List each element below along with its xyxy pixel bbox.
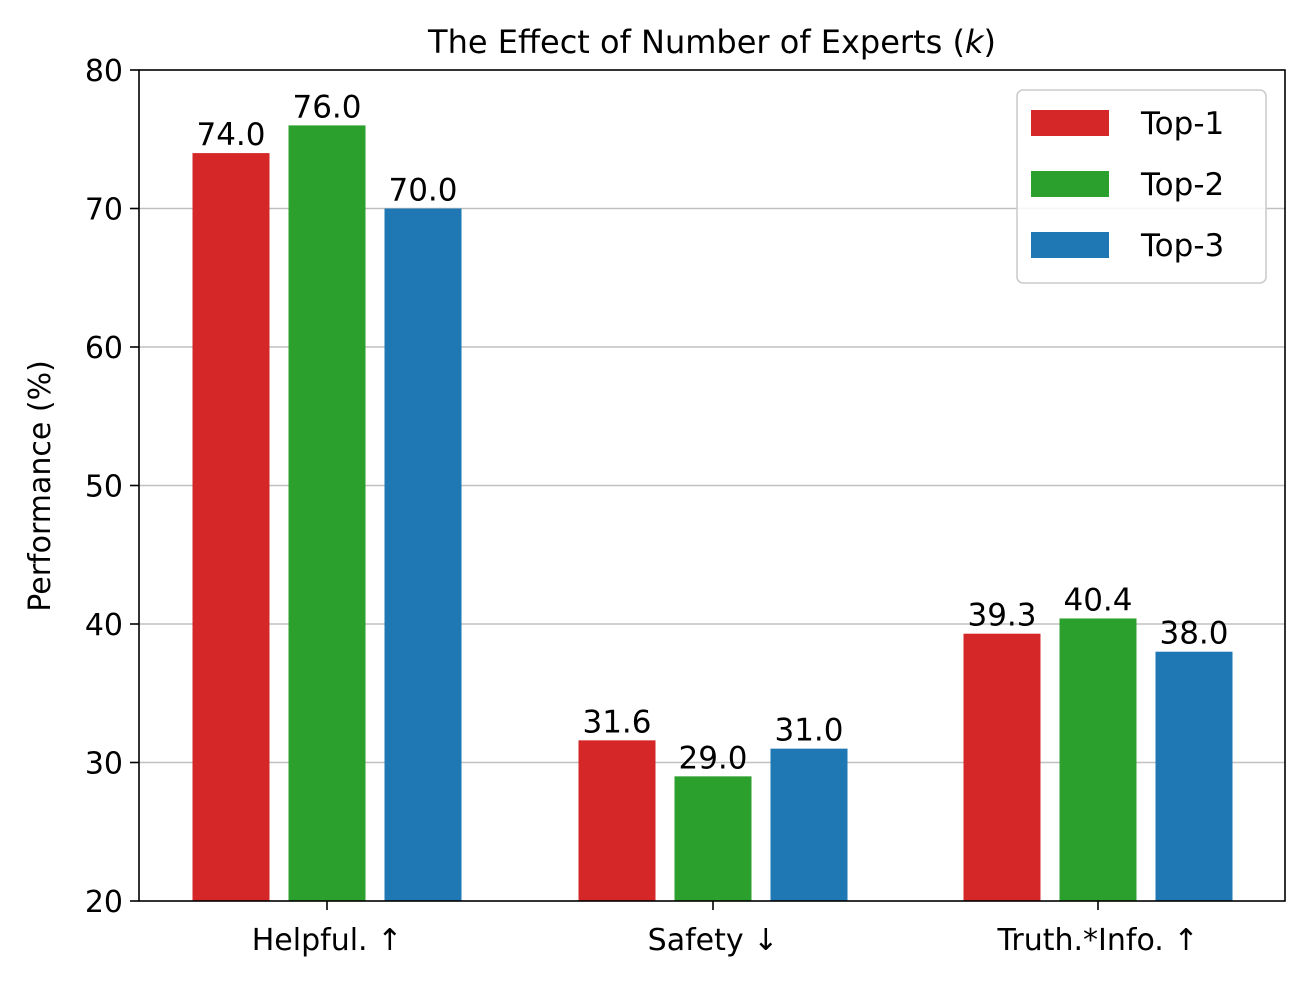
bar-top-3-0 — [384, 208, 462, 901]
y-tick-label: 30 — [85, 747, 123, 782]
bar-value-label: 31.0 — [774, 713, 843, 749]
bars — [192, 125, 1233, 902]
x-tick-label: Truth.*Info. ↑ — [996, 923, 1198, 958]
bar-value-label: 38.0 — [1159, 616, 1228, 652]
bar-value-label: 29.0 — [678, 740, 747, 776]
legend-swatch-top-3 — [1031, 232, 1109, 258]
y-tick-label: 70 — [85, 193, 123, 228]
bar-top-2-1 — [674, 776, 752, 901]
bar-top-1-0 — [192, 153, 270, 902]
bar-value-label: 31.6 — [582, 704, 651, 740]
bar-top-3-1 — [770, 748, 848, 901]
y-axis-title: Performance (%) — [23, 360, 58, 612]
legend-swatch-top-1 — [1031, 110, 1109, 136]
bar-top-1-2 — [963, 633, 1041, 901]
bar-top-3-2 — [1155, 651, 1233, 901]
legend-label-top-1: Top-1 — [1140, 106, 1224, 142]
bar-value-label: 70.0 — [388, 173, 457, 209]
y-tick-label: 60 — [85, 331, 123, 366]
x-axis-ticks: Helpful. ↑ Safety ↓ Truth.*Info. ↑ — [252, 901, 1199, 958]
bar-top-2-2 — [1059, 618, 1137, 901]
y-tick-label: 40 — [85, 608, 123, 643]
chart-title: The Effect of Number of Experts (k) — [427, 23, 996, 61]
bar-top-2-0 — [288, 125, 366, 901]
y-axis-ticks: 20 30 40 50 60 70 80 — [85, 54, 139, 920]
bar-value-label: 39.3 — [967, 598, 1036, 634]
bar-top-1-1 — [578, 740, 656, 901]
legend: Top-1 Top-2 Top-3 — [1016, 89, 1267, 284]
x-tick-label: Helpful. ↑ — [252, 923, 403, 958]
x-tick-label: Safety ↓ — [648, 923, 779, 958]
bar-value-label: 76.0 — [292, 89, 361, 125]
y-tick-label: 50 — [85, 470, 123, 505]
legend-label-top-2: Top-2 — [1140, 167, 1224, 203]
bar-value-label: 74.0 — [196, 117, 265, 153]
y-tick-label: 20 — [85, 885, 123, 920]
bar-value-label: 40.4 — [1063, 582, 1132, 618]
y-tick-label: 80 — [85, 54, 123, 89]
legend-swatch-top-2 — [1031, 171, 1109, 197]
legend-label-top-3: Top-3 — [1140, 228, 1224, 264]
bar-value-labels: 74.0 76.0 70.0 31.6 29.0 31.0 39.3 40.4 38.0 — [196, 89, 1228, 776]
